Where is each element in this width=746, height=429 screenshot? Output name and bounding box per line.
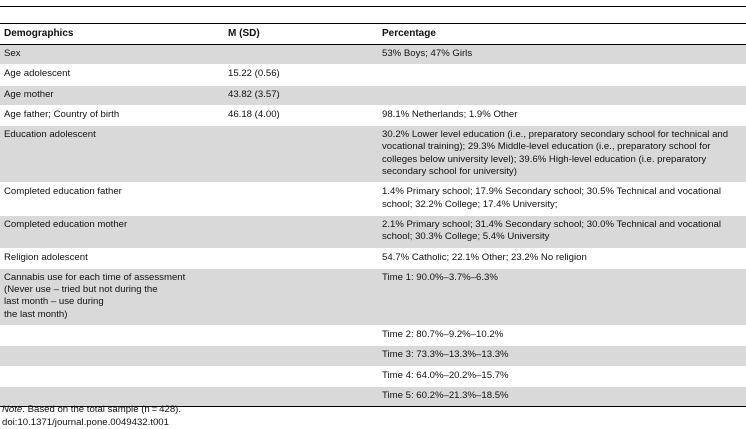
row-label-cell: Completed education father: [0, 182, 224, 216]
row-percentage-cell: 30.2% Lower level education (i.e., prepa…: [378, 125, 746, 184]
table-row: Religion adolescent 54.7% Catholic; 22.1%…: [0, 248, 746, 269]
row-label-cell: Completed education mother: [0, 215, 224, 249]
table-row: Age father; Country of birth 46.18 (4.00)…: [0, 105, 746, 127]
table-row: Completed education father 1.4% Primary s…: [0, 182, 746, 216]
demographics-table: Demographics M (SD) Percentage Sex 53% Bo…: [0, 24, 746, 408]
row-percentage-cell: Time 3: 73.3%–13.3%–13.3%: [378, 345, 746, 367]
table-header-row: Demographics M (SD) Percentage: [0, 24, 746, 45]
row-percentage-cell: [378, 64, 746, 86]
table-row: Education adolescent 30.2% Lower level ed…: [0, 125, 746, 184]
row-percentage-cell: 53% Boys; 47% Girls: [378, 44, 746, 66]
note-text: . Based on the total sample (n = 428).: [22, 404, 182, 415]
row-msd-cell: 43.82 (3.57): [224, 85, 378, 106]
row-label-cell: [0, 325, 224, 347]
table-header-top-rule: [0, 23, 746, 24]
row-msd-cell: 15.22 (0.56): [224, 64, 378, 86]
table-row: Completed education mother 2.1% Primary s…: [0, 215, 746, 249]
row-percentage-cell: Time 2: 80.7%–9.2%–10.2%: [378, 325, 746, 347]
row-label-cell: Sex: [0, 44, 224, 66]
header-msd: M (SD): [228, 28, 260, 39]
row-msd-cell: [224, 182, 378, 216]
row-percentage-cell: Time 4: 64.0%–20.2%–15.7%: [378, 366, 746, 387]
row-label-cell: [0, 366, 224, 387]
row-percentage-cell: Time 1: 90.0%–3.7%–6.3%: [378, 268, 746, 327]
note-line: Note. Based on the total sample (n = 428…: [2, 404, 181, 417]
table-row: Age adolescent 15.22 (0.56): [0, 64, 746, 86]
table-body: Sex 53% Boys; 47% Girls Age adolescent 15.2…: [0, 44, 746, 408]
row-msd-cell: [224, 366, 378, 387]
row-percentage-cell: [378, 85, 746, 106]
row-label-cell: Cannabis use for each time of assessment…: [0, 268, 224, 327]
row-label-cell: [0, 345, 224, 367]
header-percentage: Percentage: [382, 28, 436, 39]
row-percentage-cell: 54.7% Catholic; 22.1% Other; 23.2% No re…: [378, 248, 746, 269]
row-msd-cell: [224, 325, 378, 347]
table-row: Time 2: 80.7%–9.2%–10.2%: [0, 325, 746, 347]
row-label-cell: Age mother: [0, 85, 224, 106]
row-msd-cell: 46.18 (4.00): [224, 105, 378, 127]
row-percentage-cell: Time 5: 60.2%–21.3%–18.5%: [378, 386, 746, 408]
row-msd-cell: [224, 386, 378, 408]
table-row: Age mother 43.82 (3.57): [0, 85, 746, 106]
table-top-rule: [0, 6, 746, 7]
note-label: Note: [2, 404, 23, 415]
table-row: Time 4: 64.0%–20.2%–15.7%: [0, 366, 746, 387]
table-row: Cannabis use for each time of assessment…: [0, 268, 746, 327]
row-msd-cell: [224, 268, 378, 327]
row-percentage-cell: 2.1% Primary school; 31.4% Secondary sch…: [378, 215, 746, 249]
row-msd-cell: [224, 44, 378, 66]
table-row: Time 3: 73.3%–13.3%–13.3%: [0, 345, 746, 367]
row-percentage-cell: 98.1% Netherlands; 1.9% Other: [378, 105, 746, 127]
header-demographics: Demographics: [4, 28, 74, 39]
row-label-cell: [0, 386, 224, 408]
table-notes: Note. Based on the total sample (n = 428…: [2, 404, 181, 429]
row-label-cell: Education adolescent: [0, 125, 224, 184]
row-msd-cell: [224, 125, 378, 184]
table-row: Time 5: 60.2%–21.3%–18.5%: [0, 386, 746, 408]
row-msd-cell: [224, 215, 378, 249]
table-row: Sex 53% Boys; 47% Girls: [0, 44, 746, 66]
row-label-cell: Age adolescent: [0, 64, 224, 86]
row-label-cell: Religion adolescent: [0, 248, 224, 269]
row-label-cell: Age father; Country of birth: [0, 105, 224, 127]
doi-line: doi:10.1371/journal.pone.0049432.t001: [2, 416, 169, 428]
row-msd-cell: [224, 248, 378, 269]
row-percentage-cell: 1.4% Primary school; 17.9% Secondary sch…: [378, 182, 746, 216]
row-msd-cell: [224, 345, 378, 367]
